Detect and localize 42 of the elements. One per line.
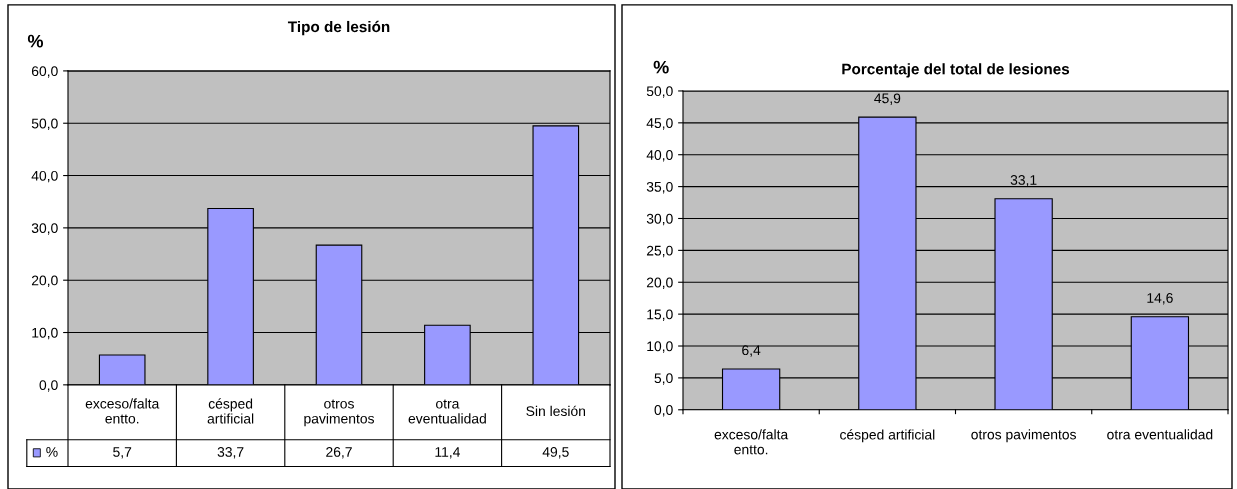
chart-title: Tipo de lesión <box>287 20 390 36</box>
y-tick-label: 25,0 <box>646 245 673 258</box>
y-axis-title: % <box>27 34 44 48</box>
data-label: 45,9 <box>874 93 901 105</box>
y-tick-label: 60,0 <box>31 66 58 78</box>
y-tick-label: 5,0 <box>654 373 673 385</box>
data-label: 26,7 <box>326 447 352 459</box>
y-tick-label: 30,0 <box>646 213 673 226</box>
x-tick-label: otros pavimentos <box>971 429 1077 443</box>
x-tick-label: exceso/falta entto. <box>714 429 789 455</box>
y-tick-label: 0,0 <box>39 380 58 392</box>
chart-title: Porcentaje del total de lesiones <box>842 63 1070 78</box>
y-tick-label: 50,0 <box>31 118 58 131</box>
y-tick-label: 20,0 <box>31 275 58 288</box>
x-tick-label: Sin lesión <box>526 405 586 417</box>
data-label: 49,5 <box>542 447 569 459</box>
y-tick-label: 20,0 <box>646 277 673 290</box>
y-tick-label: 50,0 <box>646 86 673 98</box>
y-tick-label: 10,0 <box>32 327 58 340</box>
y-tick-label: 15,0 <box>647 309 673 321</box>
bar <box>98 354 146 385</box>
y-axis-title: % <box>653 60 669 74</box>
y-tick-label: 0,0 <box>654 405 673 417</box>
x-tick-label: otra eventualidad <box>1107 429 1213 440</box>
data-label: 33,7 <box>217 447 244 459</box>
y-tick-label: 10,0 <box>647 341 673 353</box>
x-tick-label: césped artificial <box>207 398 254 424</box>
data-label: 14,6 <box>1147 292 1173 305</box>
data-label: 5,7 <box>113 447 132 459</box>
data-label: 11,4 <box>435 447 460 459</box>
y-tick-label: 45,0 <box>646 118 673 130</box>
y-tick-label: 35,0 <box>646 181 673 194</box>
x-tick-label: otra eventualidad <box>408 399 486 424</box>
legend-label: % <box>46 447 58 457</box>
y-tick-label: 40,0 <box>646 150 673 162</box>
x-tick-label: exceso/falta entto. <box>85 398 160 424</box>
y-tick-label: 40,0 <box>31 170 58 183</box>
data-label: 33,1 <box>1010 175 1037 187</box>
x-tick-label: césped artificial <box>840 429 935 443</box>
y-tick-label: 30,0 <box>31 223 58 235</box>
x-tick-label: otros pavimentos <box>304 399 375 427</box>
data-label: 6,4 <box>742 345 761 357</box>
